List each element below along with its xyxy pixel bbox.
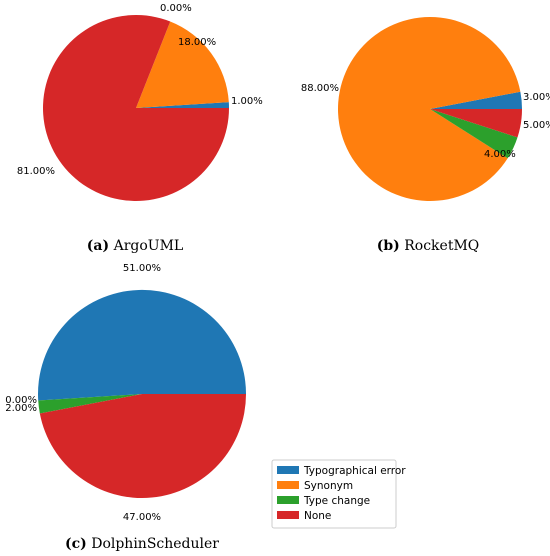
pie-label-rocketmq-typographical-error: 3.00% — [523, 92, 550, 103]
pie-label-rocketmq-synonym: 88.00% — [301, 83, 339, 94]
caption-dolphinscheduler: (c) DolphinScheduler — [65, 536, 219, 552]
pie-label-dolphinscheduler-type-change: 2.00% — [5, 403, 37, 414]
pie-slice-argouml-synonym — [136, 21, 229, 109]
pie-label-argouml-synonym: 18.00% — [178, 37, 216, 48]
legend-frame — [271, 459, 397, 529]
pie-slice-argouml-none — [43, 14, 230, 201]
legend-swatch-type-change — [277, 496, 299, 504]
legend: Typographical error Synonym Type change Non… — [271, 459, 406, 529]
legend-label-typographical-error: Typographical error — [303, 465, 406, 477]
pie-label-argouml-type-change: 0.00% — [160, 3, 192, 14]
pie-label-argouml-typographical-error: 1.00% — [231, 96, 263, 107]
pie-slice-dolphinscheduler-none — [39, 394, 247, 499]
pie-chart-rocketmq: 3.00% 88.00% 4.00% 5.00% — [301, 17, 550, 202]
legend-swatch-synonym — [277, 481, 299, 489]
pie-chart-argouml: 1.00% 18.00% 0.00% 81.00% — [17, 3, 263, 201]
legend-label-synonym: Synonym — [304, 480, 353, 492]
pie-slice-rocketmq-synonym — [338, 17, 521, 202]
pie-label-rocketmq-none: 5.00% — [523, 120, 550, 131]
legend-swatch-none — [277, 511, 299, 519]
pie-label-dolphinscheduler-none: 47.00% — [123, 512, 161, 523]
pie-slice-rocketmq-type-change — [430, 109, 518, 159]
pie-chart-dolphinscheduler: 51.00% 0.00%2.00% 47.00% — [5, 263, 247, 523]
pie-slice-argouml-typographical-error — [136, 102, 230, 108]
pie-slice-rocketmq-typographical-error — [430, 91, 522, 109]
caption-argouml: (a) ArgoUML — [87, 238, 183, 254]
caption-rocketmq: (b) RocketMQ — [377, 238, 480, 254]
pie-label-dolphinscheduler-typographical-error: 51.00% — [123, 263, 161, 274]
pie-label-rocketmq-type-change: 4.00% — [484, 149, 516, 160]
pie-label-argouml-none: 81.00% — [17, 166, 55, 177]
pie-label-dolphinscheduler-synonym: 0.00% — [5, 395, 37, 406]
legend-label-none: None — [304, 510, 331, 522]
legend-label-type-change: Type change — [303, 495, 370, 507]
pie-slice-rocketmq-none — [430, 109, 522, 138]
pie-slice-dolphinscheduler-typographical-error — [38, 289, 247, 401]
pie-slice-dolphinscheduler-type-change — [38, 394, 142, 414]
legend-swatch-typographical-error — [277, 466, 299, 474]
